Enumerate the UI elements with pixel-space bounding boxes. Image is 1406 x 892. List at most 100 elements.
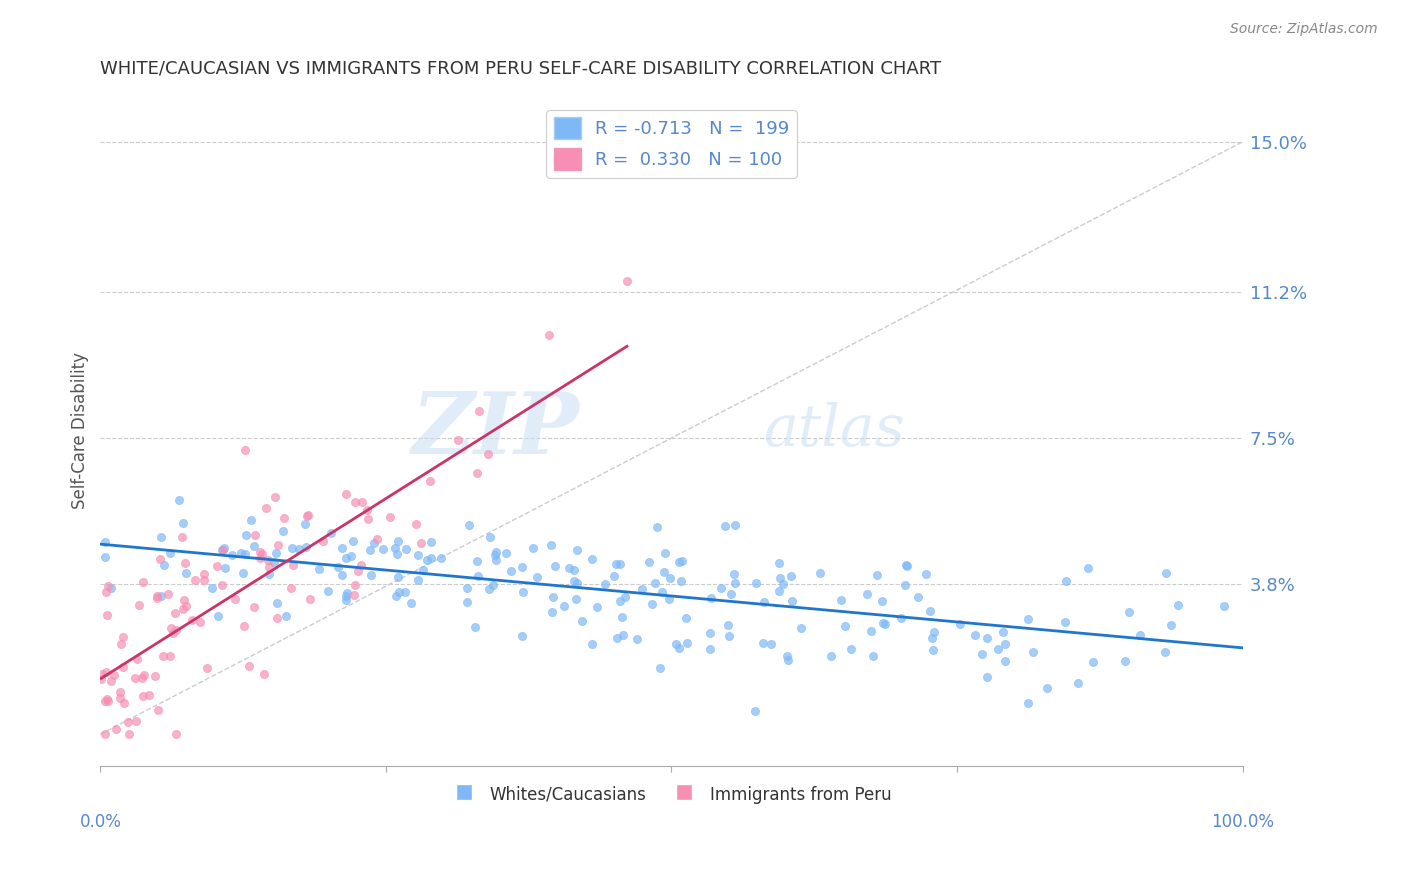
Point [658,591,681,606]
Point [96,665,118,679]
Point [720,587,742,601]
Point [257,560,280,574]
Point [239,512,262,526]
Point [254,501,277,516]
Point [316,584,339,599]
Point [112,696,135,710]
Point [347,564,370,578]
Point [157,587,180,601]
Point [834,618,856,632]
Point [429,551,451,566]
Point [922,625,945,640]
Point [710,581,733,595]
Point [388,585,411,599]
Point [112,660,135,674]
Point [97,694,120,708]
Point [870,594,893,608]
Point [456,595,478,609]
Point [1077,560,1099,574]
Point [571,614,593,628]
Point [1017,697,1039,711]
Point [872,615,894,630]
Point [94,694,117,708]
Point [184,573,207,587]
Point [477,447,499,461]
Point [541,590,564,604]
Point [172,516,194,530]
Point [257,566,280,581]
Point [172,530,194,544]
Point [724,518,747,533]
Point [557,560,579,574]
Point [166,624,188,638]
Point [343,588,366,602]
Point [371,542,394,557]
Point [90,672,112,686]
Point [671,554,693,568]
Point [745,575,768,590]
Point [586,599,609,614]
Point [110,636,132,650]
Point [276,609,298,624]
Point [253,667,276,681]
Point [94,727,117,741]
Point [420,550,443,565]
Point [949,617,972,632]
Point [100,581,122,595]
Point [1083,655,1105,669]
Point [105,722,128,736]
Point [150,530,173,544]
Point [540,605,562,619]
Point [538,327,561,342]
Point [385,547,408,561]
Point [160,621,183,635]
Point [987,641,1010,656]
Point [335,592,357,607]
Point [326,559,349,574]
Point [481,577,503,591]
Point [366,532,388,546]
Point [176,599,198,614]
Text: 100.0%: 100.0% [1211,814,1274,831]
Point [214,561,236,575]
Point [357,512,380,526]
Point [266,596,288,610]
Point [855,587,877,601]
Point [467,569,489,583]
Point [468,404,491,418]
Point [152,648,174,663]
Point [820,648,842,663]
Point [380,509,402,524]
Point [893,577,915,591]
Point [249,550,271,565]
Point [243,527,266,541]
Point [280,581,302,595]
Point [651,584,673,599]
Point [970,647,993,661]
Point [207,558,229,573]
Point [340,549,363,564]
Point [676,635,699,649]
Point [485,553,508,567]
Point [1154,645,1177,659]
Point [512,585,534,599]
Point [96,608,118,623]
Legend: Whites/Caucasians, Immigrants from Peru: Whites/Caucasians, Immigrants from Peru [444,778,898,812]
Point [650,661,672,675]
Point [699,626,721,640]
Point [668,555,690,569]
Y-axis label: Self-Care Disability: Self-Care Disability [72,351,89,508]
Point [159,545,181,559]
Point [232,566,254,581]
Point [146,589,169,603]
Point [484,548,506,562]
Point [778,653,800,667]
Point [759,637,782,651]
Point [896,558,918,572]
Point [921,632,943,646]
Point [96,691,118,706]
Point [865,568,887,582]
Point [118,727,141,741]
Point [143,668,166,682]
Point [464,620,486,634]
